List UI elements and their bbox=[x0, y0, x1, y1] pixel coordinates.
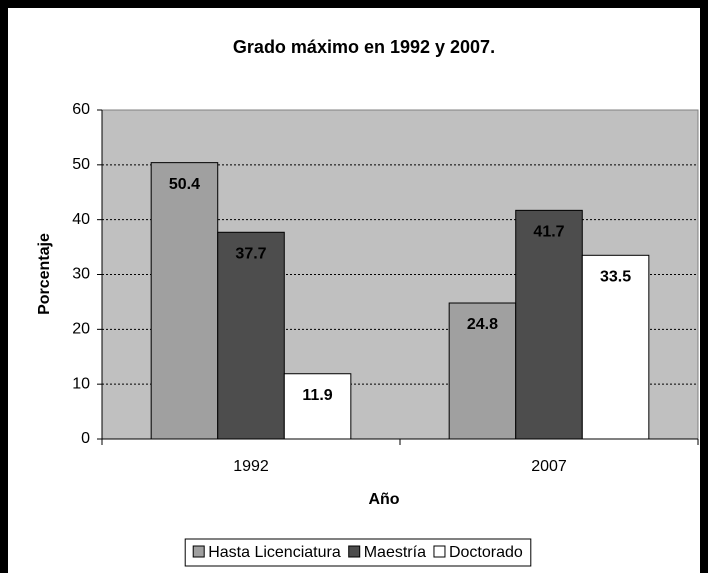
data-label: 11.9 bbox=[302, 387, 332, 404]
chart-title: Grado máximo en 1992 y 2007. bbox=[233, 37, 495, 57]
y-axis-title: Porcentaje bbox=[36, 233, 53, 315]
data-label: 24.8 bbox=[467, 316, 498, 333]
legend-swatch bbox=[433, 545, 446, 558]
bar bbox=[217, 231, 285, 440]
y-tick-label: 20 bbox=[72, 321, 90, 338]
data-label: 37.7 bbox=[235, 245, 266, 262]
x-axis-title: Año bbox=[368, 491, 399, 508]
bar bbox=[283, 373, 352, 440]
y-tick-label: 30 bbox=[72, 266, 90, 283]
legend-label: Hasta Licenciatura bbox=[208, 544, 341, 561]
y-tick-label: 0 bbox=[81, 430, 90, 447]
legend-swatch bbox=[192, 545, 205, 558]
frame-top bbox=[0, 0, 708, 8]
legend-label: Maestría bbox=[364, 544, 426, 561]
legend: Hasta Licenciatura Maestría Doctorado bbox=[184, 538, 532, 567]
y-tick-label: 60 bbox=[72, 101, 90, 118]
legend-label: Doctorado bbox=[449, 544, 523, 561]
bar bbox=[150, 162, 219, 440]
y-tick-label: 40 bbox=[72, 211, 90, 228]
x-tick-label: 2007 bbox=[531, 458, 567, 475]
data-label: 33.5 bbox=[600, 269, 631, 286]
x-tick-label: 1992 bbox=[233, 458, 269, 475]
data-label: 50.4 bbox=[169, 176, 200, 193]
legend-swatch bbox=[348, 545, 361, 558]
data-label: 41.7 bbox=[533, 224, 564, 241]
y-tick-label: 10 bbox=[72, 375, 90, 392]
bar bbox=[448, 302, 517, 440]
bar bbox=[581, 254, 650, 440]
y-tick-label: 50 bbox=[72, 156, 90, 173]
frame-right bbox=[700, 0, 708, 573]
bar bbox=[515, 209, 583, 440]
frame-left bbox=[0, 0, 8, 573]
